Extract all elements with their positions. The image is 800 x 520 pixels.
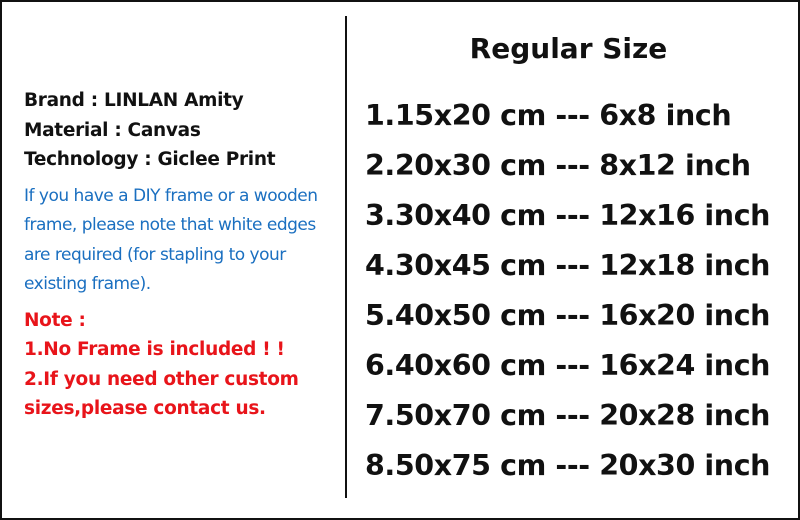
technology-spec: Technology : Giclee Print — [24, 149, 276, 170]
size-item: 1.15x20 cm --- 6x8 inch — [365, 99, 732, 132]
frame-info-line: existing frame). — [24, 274, 151, 294]
frame-info-line: If you have a DIY frame or a wooden — [24, 185, 318, 206]
frame-info-line: are required (for stapling to your — [24, 244, 286, 265]
brand-spec: Brand : LINLAN Amity — [24, 90, 244, 111]
size-item: 2.20x30 cm --- 8x12 inch — [365, 149, 751, 182]
size-item: 6.40x60 cm --- 16x24 inch — [365, 349, 771, 382]
note-heading: Note : — [24, 309, 86, 331]
size-item: 8.50x75 cm --- 20x30 inch — [365, 449, 771, 482]
material-spec: Material : Canvas — [24, 119, 201, 141]
note-line: 2.If you need other custom — [24, 368, 299, 390]
column-divider — [345, 16, 347, 498]
size-item: 4.30x45 cm --- 12x18 inch — [365, 249, 771, 282]
size-item: 3.30x40 cm --- 12x16 inch — [365, 199, 771, 232]
frame-info: If you have a DIY frame or a wooden fram… — [24, 182, 344, 300]
size-item: 5.40x50 cm --- 16x20 inch — [365, 299, 771, 332]
size-item: 7.50x70 cm --- 20x28 inch — [365, 399, 771, 432]
note-section: Note : 1.No Frame is included ! ! 2.If y… — [24, 306, 344, 424]
note-line: 1.No Frame is included ! ! — [24, 339, 285, 360]
product-details: Brand : LINLAN Amity Material : Canvas T… — [24, 86, 344, 424]
sizes-title: Regular Size — [469, 32, 668, 65]
note-line: sizes,please contact us. — [24, 398, 266, 419]
frame-info-line: frame, please note that white edges — [24, 215, 316, 235]
size-list: 1.15x20 cm --- 6x8 inch 2.20x30 cm --- 8… — [365, 96, 770, 496]
